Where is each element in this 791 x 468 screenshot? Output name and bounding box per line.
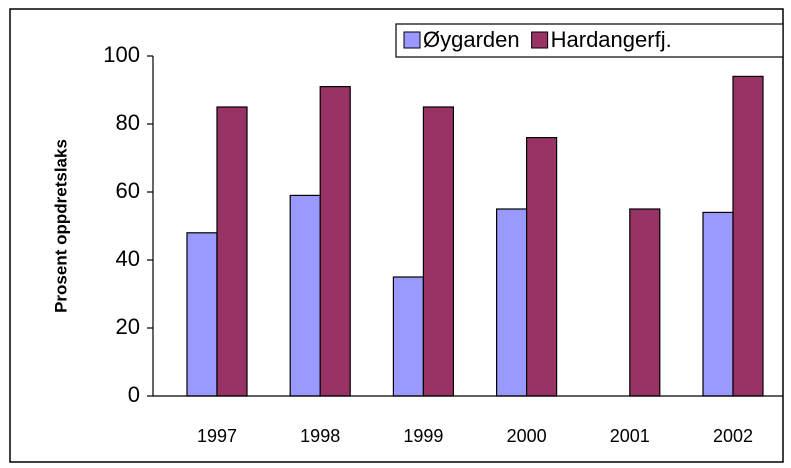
legend-label: Hardangerfj. bbox=[551, 27, 672, 52]
bar bbox=[289, 194, 321, 397]
y-axis-label: Prosent oppdretslaks bbox=[51, 139, 70, 313]
y-tick-label: 20 bbox=[116, 314, 140, 339]
x-tick-label: 1998 bbox=[300, 426, 340, 446]
y-tick-label: 60 bbox=[116, 178, 140, 203]
y-tick-label: 0 bbox=[128, 382, 140, 407]
bar bbox=[496, 208, 528, 397]
x-tick-label: 2002 bbox=[713, 426, 753, 446]
y-tick-label: 40 bbox=[116, 246, 140, 271]
legend-swatch bbox=[403, 31, 421, 49]
bar bbox=[629, 208, 661, 397]
x-tick-label: 1999 bbox=[403, 426, 443, 446]
legend-swatch bbox=[531, 31, 549, 49]
legend-label: Øygarden bbox=[423, 27, 520, 52]
x-tick-label: 1997 bbox=[197, 426, 237, 446]
bar bbox=[186, 232, 218, 397]
bar bbox=[732, 75, 764, 397]
bar bbox=[319, 85, 351, 397]
y-tick-label: 100 bbox=[103, 42, 140, 67]
x-tick-label: 2000 bbox=[507, 426, 547, 446]
bar bbox=[422, 106, 454, 397]
bar bbox=[525, 137, 558, 397]
y-tick-label: 80 bbox=[116, 110, 140, 135]
bar bbox=[392, 276, 424, 397]
legend-box bbox=[395, 23, 784, 58]
x-tick-label: 2001 bbox=[610, 426, 650, 446]
bar bbox=[702, 211, 734, 397]
bar bbox=[216, 106, 248, 397]
